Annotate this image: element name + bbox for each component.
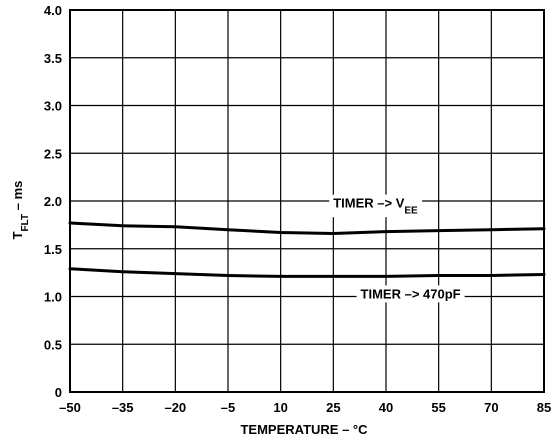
y-axis-label-main: T — [10, 231, 25, 239]
x-tick-label: 70 — [484, 400, 498, 415]
y-tick-label: 3.5 — [44, 51, 62, 66]
x-tick-label: 55 — [431, 400, 445, 415]
y-tick-label: 1.0 — [44, 290, 62, 305]
x-tick-labels: –50 –35 –20 –5 10 25 40 55 70 85 — [59, 400, 551, 415]
x-tick-label: –5 — [221, 400, 235, 415]
y-tick-label: 2.0 — [44, 194, 62, 209]
y-tick-label: 2.5 — [44, 146, 62, 161]
annotation-background-1 — [329, 194, 423, 218]
x-tick-label: –35 — [112, 400, 134, 415]
x-axis-label: TEMPERATURE – °C — [240, 422, 368, 437]
grid — [69, 9, 545, 393]
y-tick-labels: 0 0.5 1.0 1.5 2.0 2.5 3.0 3.5 4.0 — [44, 3, 62, 400]
annotations: TIMER –> VEE TIMER –> 470pF — [329, 194, 465, 303]
y-axis-label-rest: – ms — [10, 181, 25, 214]
plot-frame — [69, 9, 545, 393]
series-lines — [68, 221, 546, 278]
y-axis-label: TFLT – ms — [10, 181, 31, 240]
x-tick-label: 40 — [379, 400, 393, 415]
x-tick-label: –50 — [59, 400, 81, 415]
series-line-2 — [68, 267, 546, 278]
annotation-background-2 — [356, 285, 465, 303]
x-tick-label: 85 — [537, 400, 551, 415]
x-tick-label: 25 — [326, 400, 340, 415]
y-tick-label: 1.5 — [44, 242, 62, 257]
y-tick-label: 4.0 — [44, 3, 62, 18]
y-axis-label-sub: FLT — [20, 214, 31, 232]
annotation-1: TIMER –> VEE — [333, 196, 418, 217]
x-tick-label: –20 — [164, 400, 186, 415]
x-tick-label: 10 — [273, 400, 287, 415]
y-tick-label: 0.5 — [44, 337, 62, 352]
annotation-2: TIMER –> 470pF — [361, 286, 461, 301]
y-tick-label: 0 — [55, 385, 62, 400]
y-tick-label: 3.0 — [44, 99, 62, 114]
series-line-1 — [68, 221, 546, 235]
